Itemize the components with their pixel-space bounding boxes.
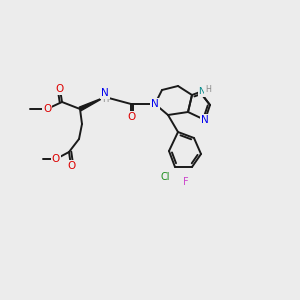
Text: N: N: [101, 88, 109, 98]
Text: O: O: [56, 84, 64, 94]
Text: H: H: [102, 95, 108, 104]
Text: N: N: [151, 99, 159, 109]
Text: N: N: [201, 115, 209, 125]
Text: O: O: [52, 154, 60, 164]
Text: Cl: Cl: [160, 172, 170, 182]
Text: O: O: [127, 112, 135, 122]
Text: N: N: [199, 88, 206, 97]
Text: O: O: [43, 104, 51, 114]
Text: O: O: [67, 161, 75, 171]
Text: F: F: [183, 177, 189, 187]
Text: H: H: [205, 85, 211, 94]
Polygon shape: [79, 97, 105, 111]
